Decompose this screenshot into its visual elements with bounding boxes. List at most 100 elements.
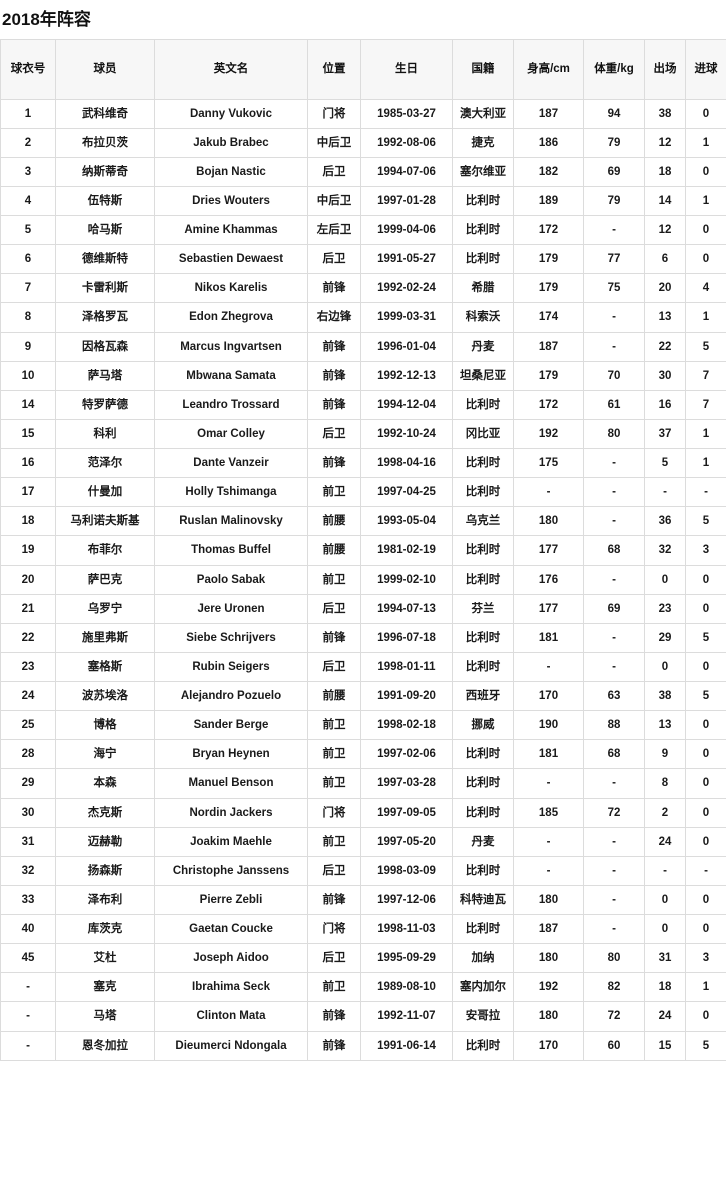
cell-goals: 1 — [685, 419, 726, 450]
col-nationality[interactable]: 国籍 — [452, 39, 514, 100]
cell-height: 187 — [513, 332, 584, 362]
cell-height: 172 — [513, 215, 584, 246]
cell-player: 扬森斯 — [55, 856, 155, 886]
cell-apps: 20 — [644, 273, 686, 304]
cell-apps: 36 — [644, 506, 686, 537]
cell-height: 174 — [513, 302, 584, 333]
cell-apps: 12 — [644, 128, 686, 158]
cell-weight: - — [583, 856, 645, 886]
col-position[interactable]: 位置 — [307, 39, 361, 100]
col-height[interactable]: 身高/cm — [513, 39, 584, 100]
cell-english: Danny Vukovic — [154, 99, 308, 129]
cell-birthday: 1994-07-13 — [360, 594, 453, 624]
cell-player: 泽格罗瓦 — [55, 302, 155, 333]
cell-birthday: 1999-04-06 — [360, 215, 453, 246]
cell-nation: 安哥拉 — [452, 1001, 514, 1032]
cell-position: 前卫 — [307, 827, 361, 857]
cell-nation: 塞尔维亚 — [452, 157, 514, 187]
cell-english: Joakim Maehle — [154, 827, 308, 857]
cell-number: 40 — [0, 914, 56, 945]
cell-nation: 比利时 — [452, 390, 514, 420]
col-player[interactable]: 球员 — [55, 39, 155, 100]
cell-apps: 0 — [644, 652, 686, 683]
cell-weight: - — [583, 914, 645, 945]
cell-apps: - — [644, 477, 686, 508]
cell-number: 8 — [0, 302, 56, 333]
cell-position: 前锋 — [307, 448, 361, 479]
cell-english: Omar Colley — [154, 419, 308, 450]
cell-weight: 77 — [583, 244, 645, 275]
cell-goals: 4 — [685, 273, 726, 304]
cell-position: 后卫 — [307, 419, 361, 450]
cell-weight: - — [583, 332, 645, 362]
table-row: 1 武科维奇 Danny Vukovic 门将 1985-03-27 澳大利亚 187 94 3… — [0, 99, 726, 129]
cell-weight: 80 — [583, 419, 645, 450]
cell-weight: 82 — [583, 972, 645, 1003]
col-shirt-number[interactable]: 球衣号 — [0, 39, 56, 100]
cell-apps: 13 — [644, 302, 686, 333]
cell-player: 乌罗宁 — [55, 594, 155, 624]
cell-number: 16 — [0, 448, 56, 479]
cell-nation: 丹麦 — [452, 827, 514, 857]
cell-weight: - — [583, 477, 645, 508]
col-english-name[interactable]: 英文名 — [154, 39, 308, 100]
cell-goals: 0 — [685, 157, 726, 187]
cell-number: 14 — [0, 390, 56, 420]
page-title: 2018年阵容 — [2, 10, 91, 29]
cell-english: Christophe Janssens — [154, 856, 308, 886]
table-row: 15 科利 Omar Colley 后卫 1992-10-24 冈比亚 192 80 37 1 — [0, 419, 726, 450]
cell-nation: 比利时 — [452, 186, 514, 217]
cell-nation: 科特迪瓦 — [452, 885, 514, 916]
cell-goals: 5 — [685, 332, 726, 362]
col-weight[interactable]: 体重/kg — [583, 39, 645, 100]
cell-player: 库茨克 — [55, 914, 155, 945]
cell-english: Rubin Seigers — [154, 652, 308, 683]
cell-number: 30 — [0, 798, 56, 828]
cell-english: Alejandro Pozuelo — [154, 681, 308, 712]
cell-position: 后卫 — [307, 157, 361, 187]
cell-position: 门将 — [307, 914, 361, 945]
cell-number: - — [0, 1001, 56, 1032]
cell-height: - — [513, 768, 584, 799]
cell-player: 艾杜 — [55, 943, 155, 974]
cell-nation: 澳大利亚 — [452, 99, 514, 129]
col-goals[interactable]: 进球 — [685, 39, 726, 100]
cell-goals: 0 — [685, 827, 726, 857]
cell-birthday: 1997-02-06 — [360, 739, 453, 770]
cell-player: 迈赫勒 — [55, 827, 155, 857]
table-row: 10 萨马塔 Mbwana Samata 前锋 1992-12-13 坦桑尼亚 179 70 3… — [0, 361, 726, 391]
cell-english: Bryan Heynen — [154, 739, 308, 770]
table-header-row: 球衣号 球员 英文名 位置 生日 国籍 身高/cm 体重/kg 出场 进球 — [0, 39, 726, 100]
cell-height: 180 — [513, 885, 584, 916]
cell-number: 32 — [0, 856, 56, 886]
cell-player: 卡雷利斯 — [55, 273, 155, 304]
cell-number: 10 — [0, 361, 56, 391]
table-row: 29 本森 Manuel Benson 前卫 1997-03-28 比利时 - -8 0 — [0, 768, 726, 799]
cell-weight: 60 — [583, 1031, 645, 1061]
cell-apps: 31 — [644, 943, 686, 974]
cell-birthday: 1993-05-04 — [360, 506, 453, 537]
cell-player: 本森 — [55, 768, 155, 799]
cell-position: 中后卫 — [307, 186, 361, 217]
cell-player: 萨巴克 — [55, 565, 155, 595]
table-row: - 马塔 Clinton Mata 前锋 1992-11-07 安哥拉 180 72 24 0 — [0, 1001, 726, 1032]
cell-position: 后卫 — [307, 652, 361, 683]
cell-nation: 比利时 — [452, 477, 514, 508]
cell-player: 塞克 — [55, 972, 155, 1003]
cell-weight: 94 — [583, 99, 645, 129]
cell-position: 门将 — [307, 99, 361, 129]
col-birthday[interactable]: 生日 — [360, 39, 453, 100]
cell-player: 伍特斯 — [55, 186, 155, 217]
cell-apps: 24 — [644, 827, 686, 857]
cell-birthday: 1981-02-19 — [360, 535, 453, 566]
cell-number: 3 — [0, 157, 56, 187]
cell-height: 181 — [513, 623, 584, 653]
cell-birthday: 1994-07-06 — [360, 157, 453, 187]
cell-weight: - — [583, 885, 645, 916]
cell-goals: 7 — [685, 390, 726, 420]
cell-player: 塞格斯 — [55, 652, 155, 683]
cell-nation: 比利时 — [452, 739, 514, 770]
cell-position: 前腰 — [307, 535, 361, 566]
col-appearances[interactable]: 出场 — [644, 39, 686, 100]
cell-birthday: 1999-02-10 — [360, 565, 453, 595]
